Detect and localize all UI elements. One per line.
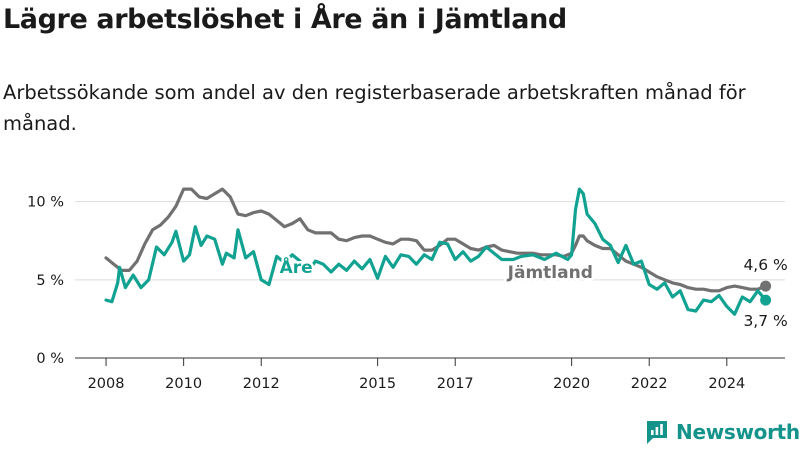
series-label-are: Åre — [280, 255, 313, 278]
chart-title: Lägre arbetslöshet i Åre än i Jämtland — [3, 4, 567, 35]
series-lines — [104, 187, 768, 316]
x-tick-label: 2015 — [359, 376, 396, 392]
series-line-are — [104, 187, 768, 316]
x-tick-label: 2010 — [165, 376, 202, 392]
end-point-jamtland — [760, 280, 772, 292]
x-tick-label: 2008 — [88, 376, 125, 392]
x-tick-label: 2017 — [437, 376, 474, 392]
x-tick-label: 2022 — [631, 376, 668, 392]
x-axis: 2008 2010 2012 2015 2017 2020 2022 2024 — [75, 357, 785, 392]
brand-name: Newsworthy — [676, 420, 800, 444]
chart-subtitle: Arbetssökande som andel av den registerb… — [3, 81, 746, 135]
end-value-label-are: 3,7 % — [743, 312, 787, 330]
x-tick-label: 2012 — [243, 376, 280, 392]
end-value-label-jamtland: 4,6 % — [743, 256, 787, 274]
y-tick-label: 10 % — [27, 195, 64, 211]
y-tick-label: 0 % — [36, 351, 64, 367]
end-point-are — [760, 294, 772, 306]
series-labels: Jämtland Åre 4,6 % 3,7 % — [277, 253, 788, 331]
series-label-jamtland: Jämtland — [507, 263, 593, 283]
end-points — [760, 280, 772, 306]
x-tick-label: 2024 — [708, 376, 745, 392]
newsworthy-logo-icon — [647, 421, 667, 444]
y-tick-label: 5 % — [36, 273, 64, 289]
y-axis-labels: 0 % 5 % 10 % — [27, 195, 64, 367]
brand: Newsworthy — [645, 419, 800, 445]
y-grid — [75, 201, 785, 281]
x-tick-label: 2020 — [553, 376, 590, 392]
